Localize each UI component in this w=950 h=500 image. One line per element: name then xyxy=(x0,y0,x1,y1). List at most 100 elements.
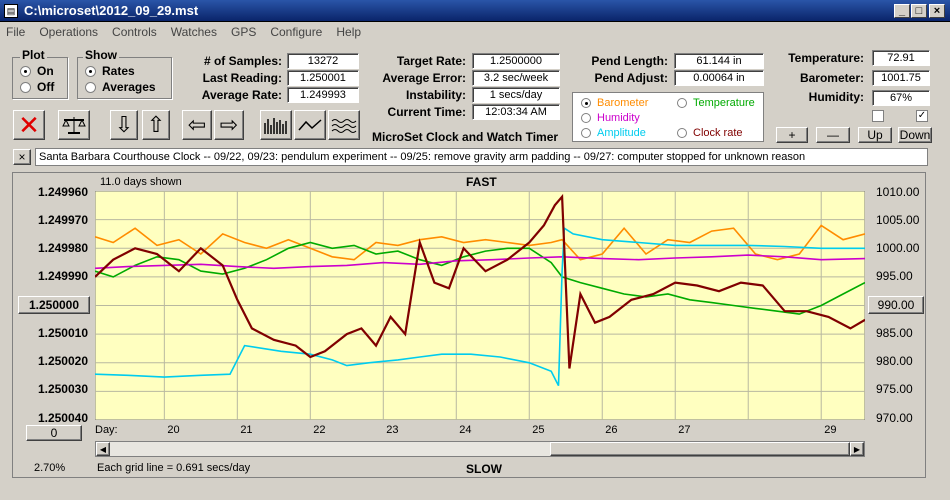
left-arrow-button[interactable]: ⇦ xyxy=(182,110,212,140)
up-arrow-button[interactable]: ⇧ xyxy=(142,110,170,140)
menu-gps[interactable]: GPS xyxy=(230,25,257,39)
histogram-icon xyxy=(264,118,287,134)
show-rates-radio[interactable]: Rates xyxy=(85,64,135,78)
scale-minus-button[interactable]: — xyxy=(816,127,850,143)
left-tick: 1.250020 xyxy=(37,354,88,368)
last-reading-value: 1.250001 xyxy=(287,70,359,86)
average-rate-label: Average Rate: xyxy=(201,88,282,102)
target-rate-label: Target Rate: xyxy=(396,54,466,68)
scroll-right-button[interactable]: ▶ xyxy=(850,442,864,456)
slow-label: SLOW xyxy=(466,462,502,476)
radio-dot xyxy=(20,81,31,93)
current-time-label: Current Time: xyxy=(387,105,466,119)
arrow-left-icon: ⇦ xyxy=(187,112,207,137)
arrow-down-icon: ⇩ xyxy=(114,112,134,137)
temperature-value: 72.91 xyxy=(872,50,930,66)
zero-button[interactable]: 0 xyxy=(26,425,82,441)
show-averages-label: Averages xyxy=(102,80,156,94)
menu-bar: File Operations Controls Watches GPS Con… xyxy=(0,23,950,42)
left-tick: 1.250030 xyxy=(37,382,88,396)
show-averages-radio[interactable]: Averages xyxy=(85,80,156,94)
right-tick: 970.00 xyxy=(876,411,913,425)
down-arrow-button[interactable]: ⇩ xyxy=(110,110,138,140)
maximize-button[interactable]: □ xyxy=(911,4,927,18)
menu-operations[interactable]: Operations xyxy=(39,25,99,39)
menu-configure[interactable]: Configure xyxy=(270,25,323,39)
scale-down-button[interactable]: Down xyxy=(898,127,932,143)
right-tick: 995.00 xyxy=(876,269,913,283)
radio-dot xyxy=(581,98,591,108)
stop-button[interactable]: ✕ xyxy=(13,110,45,140)
radio-dot xyxy=(677,128,687,138)
right-arrow-button[interactable]: ⇨ xyxy=(214,110,244,140)
radio-dot xyxy=(677,98,687,108)
menu-watches[interactable]: Watches xyxy=(170,25,217,39)
instability-label: Instability: xyxy=(405,88,466,102)
plot-area xyxy=(95,191,865,420)
sensor-temperature-radio[interactable]: Temperature xyxy=(677,97,755,109)
show-group-label: Show xyxy=(83,48,119,62)
timer-title: MicroSet Clock and Watch Timer xyxy=(372,130,559,144)
app-icon[interactable]: ▤ xyxy=(4,4,18,18)
histogram-button[interactable] xyxy=(260,110,292,140)
scroll-left-button[interactable]: ◀ xyxy=(96,442,110,456)
x-tick-label: 26 xyxy=(605,424,618,436)
grid-note: Each grid line = 0.691 secs/day xyxy=(97,462,251,474)
scale-up-button[interactable]: Up xyxy=(858,127,892,143)
checkbox-left[interactable] xyxy=(872,110,884,122)
right-tick: 1010.00 xyxy=(876,185,920,199)
arrow-up-icon: ⇧ xyxy=(146,112,166,137)
scroll-thumb[interactable] xyxy=(550,442,850,456)
pend-adjust-value: 0.00064 in xyxy=(674,70,764,86)
plot-off-radio[interactable]: Off xyxy=(20,80,54,94)
line-graph-button[interactable] xyxy=(294,110,326,140)
x-tick-label: 20 xyxy=(167,424,180,436)
radio-dot xyxy=(581,113,591,123)
notes-field[interactable]: Santa Barbara Courthouse Clock -- 09/22,… xyxy=(35,148,928,166)
left-center-button[interactable]: 1.250000 xyxy=(18,296,90,314)
close-button[interactable]: × xyxy=(929,4,945,18)
balance-button[interactable] xyxy=(58,110,90,140)
pend-length-value[interactable]: 61.144 in xyxy=(674,53,764,69)
x-tick-label: 27 xyxy=(678,424,691,436)
horizontal-scrollbar[interactable]: ◀ ▶ xyxy=(95,441,865,457)
window-title: C:\microset\2012_09_29.mst xyxy=(24,3,199,18)
right-center-button[interactable]: 990.00 xyxy=(868,296,924,314)
series-line-amplitude xyxy=(95,226,865,387)
checkbox-right[interactable]: ✓ xyxy=(916,110,928,122)
humidity-label: Humidity: xyxy=(808,90,864,104)
target-rate-value[interactable]: 1.2500000 xyxy=(472,53,560,69)
average-rate-value: 1.249993 xyxy=(287,87,359,103)
current-time-value: 12:03:34 AM xyxy=(472,104,560,120)
day-label: Day: xyxy=(95,424,118,436)
right-tick: 985.00 xyxy=(876,326,913,340)
right-tick: 975.00 xyxy=(876,382,913,396)
radio-dot xyxy=(581,128,591,138)
wave-button[interactable] xyxy=(328,110,360,140)
left-tick: 1.249980 xyxy=(37,241,88,255)
right-tick: 1000.00 xyxy=(876,241,920,255)
sensor-humidity-radio[interactable]: Humidity xyxy=(581,112,640,124)
sensor-humidity-label: Humidity xyxy=(597,112,640,124)
sensor-barometer-radio[interactable]: Barometer xyxy=(581,97,648,109)
menu-file[interactable]: File xyxy=(6,25,26,39)
menu-controls[interactable]: Controls xyxy=(112,25,157,39)
minimize-button[interactable]: _ xyxy=(894,4,910,18)
balance-icon xyxy=(62,117,86,134)
sensor-clockrate-radio[interactable]: Clock rate xyxy=(677,127,743,139)
x-tick-label: 24 xyxy=(459,424,472,436)
sensor-temperature-label: Temperature xyxy=(693,97,755,109)
scale-plus-button[interactable]: + xyxy=(776,127,808,143)
sensor-clockrate-label: Clock rate xyxy=(693,127,743,139)
average-error-label: Average Error: xyxy=(382,71,466,85)
right-tick: 1005.00 xyxy=(876,213,920,227)
fast-label: FAST xyxy=(466,175,497,189)
sensor-select-box: Barometer Temperature Humidity Amplitude… xyxy=(572,92,764,142)
plot-on-radio[interactable]: On xyxy=(20,64,54,78)
sensor-amplitude-radio[interactable]: Amplitude xyxy=(581,127,646,139)
notes-clear-button[interactable]: × xyxy=(13,149,31,165)
menu-help[interactable]: Help xyxy=(336,25,362,39)
wave-icon xyxy=(331,119,357,133)
left-tick: 1.249970 xyxy=(37,213,88,227)
sensor-barometer-label: Barometer xyxy=(597,97,649,109)
